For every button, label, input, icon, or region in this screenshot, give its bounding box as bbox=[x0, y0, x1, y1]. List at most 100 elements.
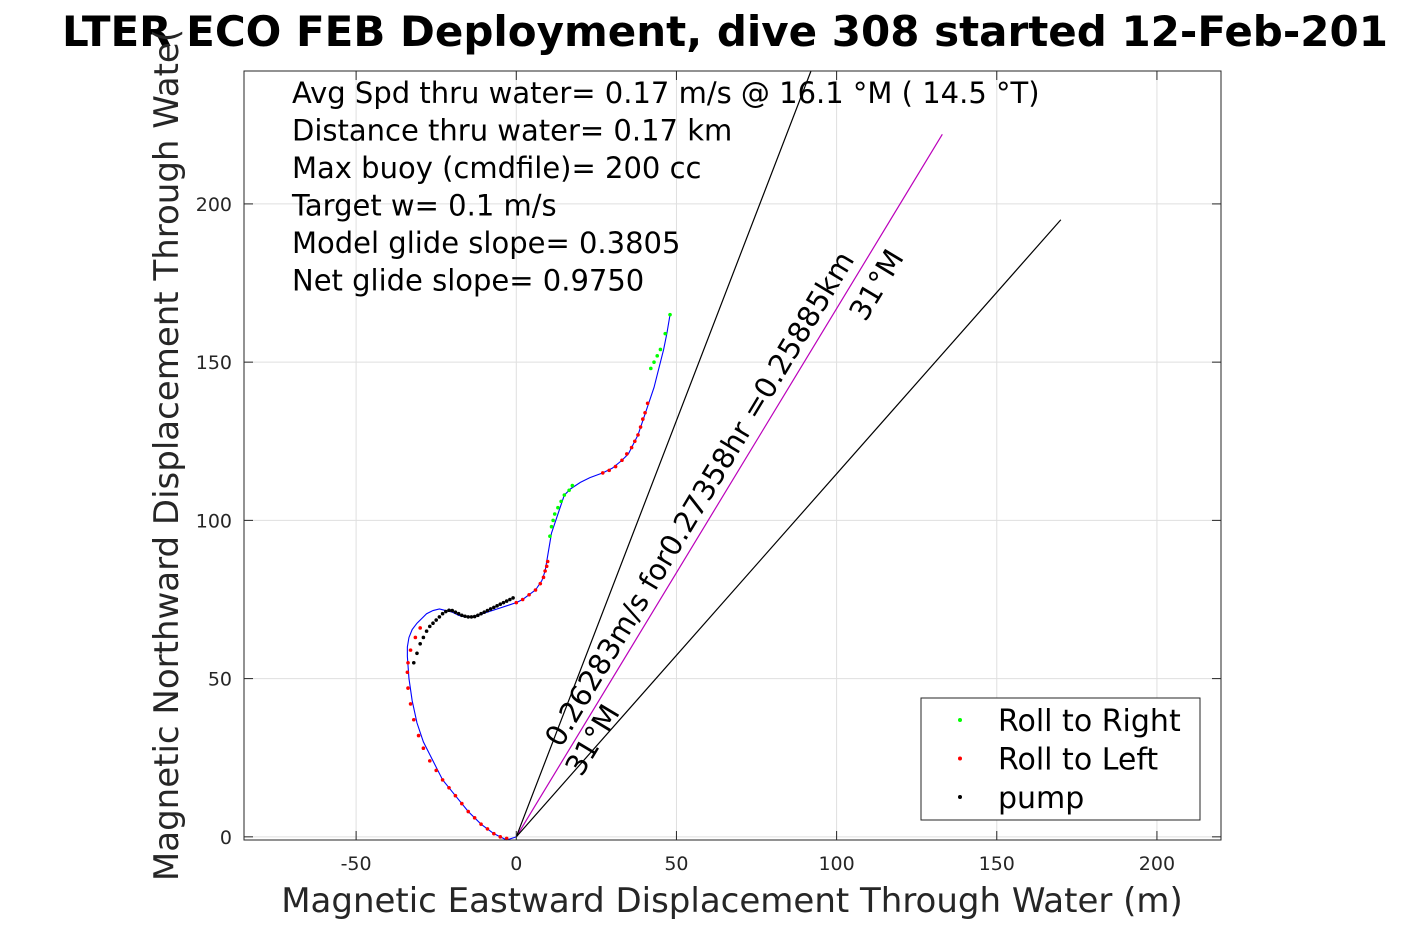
pump-point bbox=[421, 635, 426, 640]
roll-to-left-point bbox=[460, 801, 464, 806]
roll-to-left-point bbox=[607, 468, 611, 473]
roll-to-left-point bbox=[447, 785, 451, 790]
roll-to-right-point bbox=[548, 534, 552, 538]
legend-marker-pump bbox=[958, 795, 962, 799]
reference-lines bbox=[515, 70, 1062, 838]
heading-edge-line bbox=[515, 70, 812, 838]
pump-point bbox=[501, 600, 506, 605]
roll-to-left-point bbox=[645, 401, 650, 406]
roll-to-right-point bbox=[570, 483, 575, 488]
pump-point bbox=[411, 660, 416, 665]
roll-to-left-point bbox=[485, 827, 490, 831]
y-tick-label: 0 bbox=[220, 827, 232, 849]
roll-to-right-point bbox=[649, 366, 653, 371]
plot-frame bbox=[243, 70, 1222, 841]
stat-line: Net glide slope= 0.9750 bbox=[292, 264, 644, 298]
x-tick-label: 100 bbox=[818, 853, 854, 875]
pump-point bbox=[482, 610, 487, 614]
roll-to-right-point bbox=[559, 499, 563, 504]
roll-to-right-point bbox=[562, 493, 567, 497]
x-tick-label: 200 bbox=[1139, 853, 1175, 875]
pump-point bbox=[444, 609, 448, 614]
roll-to-left-point bbox=[620, 458, 624, 463]
roll-to-left-point bbox=[629, 445, 634, 450]
current-vector-line bbox=[515, 133, 943, 838]
roll-to-left-point bbox=[413, 635, 418, 640]
stat-line: Distance thru water= 0.17 km bbox=[292, 114, 732, 148]
roll-to-left-point bbox=[633, 439, 637, 444]
pump-point bbox=[511, 596, 515, 600]
roll-to-left-point bbox=[472, 816, 477, 820]
chart-title: LTER ECO FEB Deployment, dive 308 starte… bbox=[62, 7, 1388, 56]
y-axis-label: Magnetic Northward Displacement Through … bbox=[147, 29, 187, 881]
pump-point bbox=[453, 610, 458, 614]
stat-line: Max buoy (cmdfile)= 200 cc bbox=[292, 151, 701, 185]
roll-to-left-point bbox=[453, 793, 458, 798]
roll-to-left-point bbox=[544, 564, 549, 569]
pump-point bbox=[469, 615, 474, 619]
roll-to-left-point bbox=[600, 471, 605, 475]
roll-to-left-point bbox=[520, 597, 525, 602]
roll-to-left-point bbox=[411, 717, 416, 722]
roll-to-left-point bbox=[636, 433, 640, 437]
roll-to-left-point bbox=[527, 592, 531, 597]
x-tick-label: -50 bbox=[341, 853, 372, 875]
pump-point bbox=[424, 629, 429, 633]
stat-line: Target w= 0.1 m/s bbox=[291, 189, 557, 223]
roll-to-left-point bbox=[408, 648, 413, 652]
pump-point bbox=[498, 602, 503, 607]
y-tick-label: 50 bbox=[208, 669, 232, 691]
legend-label-roll-to-right: Roll to Right bbox=[998, 704, 1181, 739]
roll-to-right-point bbox=[552, 512, 557, 516]
roll-to-left-point bbox=[541, 575, 546, 580]
pump-point bbox=[418, 641, 422, 646]
stat-line: Avg Spd thru water= 0.17 m/s @ 16.1 °M (… bbox=[292, 76, 1040, 110]
x-tick-label: 150 bbox=[979, 853, 1015, 875]
legend-marker-roll-to-left bbox=[958, 756, 962, 761]
roll-to-left-point bbox=[479, 822, 483, 826]
pump-point bbox=[463, 614, 467, 619]
pump-point bbox=[476, 613, 480, 618]
pump-point bbox=[504, 599, 509, 603]
pump-point bbox=[495, 604, 499, 608]
roll-to-left-point bbox=[408, 702, 413, 706]
pump-point bbox=[427, 624, 432, 629]
pump-point bbox=[456, 611, 461, 616]
heading-edge-line bbox=[515, 219, 1062, 838]
pump-point bbox=[440, 611, 445, 616]
pump-point bbox=[437, 615, 442, 619]
roll-to-left-point bbox=[406, 660, 410, 665]
roll-to-left-point bbox=[406, 686, 410, 690]
pump-point bbox=[447, 608, 451, 613]
pump-point bbox=[479, 611, 483, 616]
roll-to-right-point bbox=[567, 488, 571, 493]
roll-to-right-point bbox=[652, 360, 656, 364]
roll-to-left-point bbox=[538, 581, 543, 586]
roll-to-right-point bbox=[655, 354, 660, 358]
pump-point bbox=[450, 608, 455, 613]
roll-to-left-point bbox=[427, 759, 432, 763]
roll-to-left-point bbox=[416, 733, 421, 738]
roll-to-left-point bbox=[514, 600, 519, 605]
roll-to-left-point bbox=[543, 569, 547, 573]
stats-box: Avg Spd thru water= 0.17 m/s @ 16.1 °M (… bbox=[291, 76, 1040, 298]
x-axis-label: Magnetic Eastward Displacement Through W… bbox=[281, 881, 1183, 921]
roll-to-left-point bbox=[466, 809, 471, 814]
legend-label-pump: pump bbox=[998, 781, 1084, 816]
ticks: -50 0 50 100 150 200 0 50 100 150 200 bbox=[196, 71, 1221, 875]
roll-to-left-point bbox=[641, 417, 645, 421]
pump-point bbox=[488, 607, 493, 611]
roll-to-left-point bbox=[434, 768, 438, 773]
roll-to-left-point bbox=[638, 425, 643, 429]
legend-label-roll-to-left: Roll to Left bbox=[998, 743, 1158, 778]
roll-to-left-point bbox=[405, 670, 410, 675]
roll-to-left-point bbox=[418, 626, 422, 630]
pump-point bbox=[485, 608, 490, 613]
pump-point bbox=[431, 621, 435, 626]
roll-to-right-point bbox=[551, 518, 555, 523]
pump-point bbox=[415, 651, 419, 656]
roll-to-left-point bbox=[613, 464, 618, 469]
roll-to-left-point bbox=[421, 746, 426, 751]
